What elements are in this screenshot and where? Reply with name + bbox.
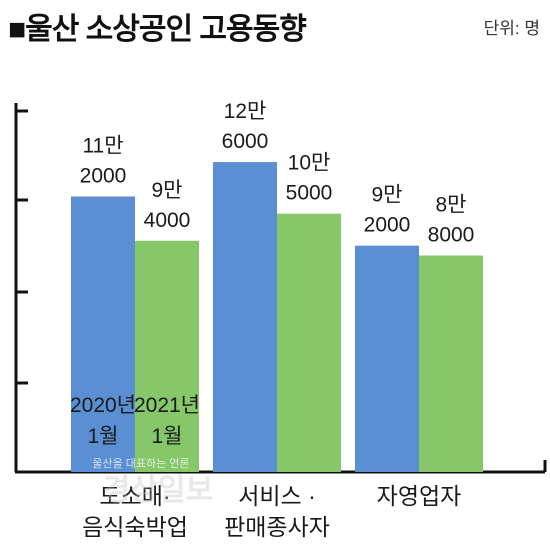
legend-entry-0: 1월	[88, 425, 119, 448]
category-label-1: 서비스 ·	[238, 483, 316, 509]
category-label-2: 자영업자	[377, 483, 462, 509]
category-label-1: 판매종사자	[224, 514, 330, 540]
watermark-tagline: 울산을 대표하는 언론	[92, 456, 189, 470]
legend-entry-0: 2020년	[70, 394, 136, 417]
data-label-1-0: 12만	[224, 100, 267, 123]
data-label-0-0: 11만	[82, 134, 123, 157]
legend-entry-1: 1월	[152, 425, 183, 448]
data-label-2-1: 8000	[428, 224, 475, 247]
data-label-2-1: 8만	[436, 194, 467, 217]
watermark-logo: 경상일보	[103, 474, 213, 507]
category-label-0: 음식숙박업	[82, 514, 188, 540]
bar-0-0	[71, 196, 135, 473]
data-label-0-0: 2000	[80, 164, 127, 187]
bar-2-0	[355, 245, 419, 472]
bar-1-1	[277, 213, 341, 472]
data-label-1-1: 5000	[286, 182, 333, 205]
bar-0-1	[135, 240, 199, 472]
data-label-2-0: 2000	[364, 214, 411, 237]
bar-2-1	[419, 255, 483, 472]
data-label-2-0: 9만	[372, 184, 403, 207]
category-label-0: 도소매·	[99, 483, 170, 509]
data-label-0-1: 9만	[152, 179, 183, 202]
data-label-1-0: 6000	[222, 130, 269, 153]
data-label-1-1: 10만	[288, 152, 331, 175]
chart-title: ■울산 소상공인 고용동향	[8, 13, 307, 46]
data-label-0-1: 4000	[144, 209, 191, 232]
bar-1-0	[213, 162, 277, 473]
legend-entry-1: 2021년	[134, 394, 200, 417]
unit-label: 단위: 명	[483, 19, 540, 38]
